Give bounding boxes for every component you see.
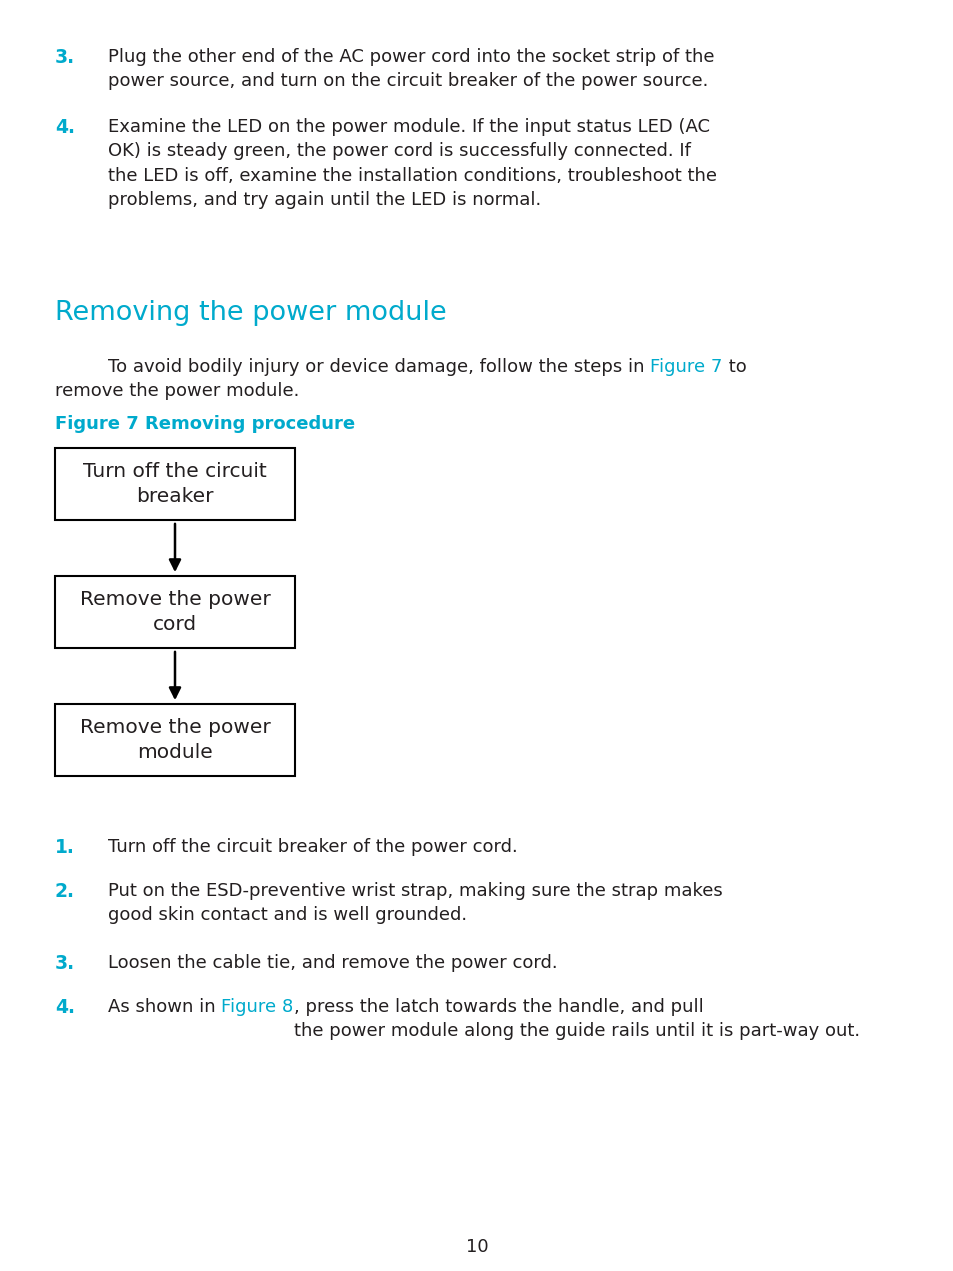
Text: 3.: 3. bbox=[55, 955, 75, 974]
Text: Figure 7 Removing procedure: Figure 7 Removing procedure bbox=[55, 416, 355, 433]
Text: 2.: 2. bbox=[55, 882, 75, 901]
Text: To avoid bodily injury or device damage, follow the steps in: To avoid bodily injury or device damage,… bbox=[108, 358, 650, 376]
Text: Examine the LED on the power module. If the input status LED (AC
OK) is steady g: Examine the LED on the power module. If … bbox=[108, 118, 717, 208]
Text: Loosen the cable tie, and remove the power cord.: Loosen the cable tie, and remove the pow… bbox=[108, 955, 558, 972]
Text: Remove the power
module: Remove the power module bbox=[79, 718, 270, 763]
Text: 10: 10 bbox=[465, 1238, 488, 1256]
Text: Turn off the circuit
breaker: Turn off the circuit breaker bbox=[83, 461, 267, 506]
Text: Figure 7: Figure 7 bbox=[650, 358, 721, 376]
Text: 3.: 3. bbox=[55, 48, 75, 67]
Text: Plug the other end of the AC power cord into the socket strip of the
power sourc: Plug the other end of the AC power cord … bbox=[108, 48, 714, 90]
Bar bbox=[55, 704, 294, 777]
Text: Figure 8: Figure 8 bbox=[221, 998, 294, 1016]
Text: 1.: 1. bbox=[55, 838, 74, 857]
Text: As shown in: As shown in bbox=[108, 998, 221, 1016]
Text: Turn off the circuit breaker of the power cord.: Turn off the circuit breaker of the powe… bbox=[108, 838, 517, 855]
Text: , press the latch towards the handle, and pull
the power module along the guide : , press the latch towards the handle, an… bbox=[294, 998, 859, 1040]
Text: 4.: 4. bbox=[55, 118, 75, 137]
Bar bbox=[55, 447, 294, 520]
Text: Put on the ESD-preventive wrist strap, making sure the strap makes
good skin con: Put on the ESD-preventive wrist strap, m… bbox=[108, 882, 722, 924]
Text: Removing the power module: Removing the power module bbox=[55, 300, 446, 325]
Text: Remove the power
cord: Remove the power cord bbox=[79, 590, 270, 634]
Text: to: to bbox=[721, 358, 745, 376]
Bar bbox=[55, 576, 294, 648]
Text: remove the power module.: remove the power module. bbox=[55, 383, 299, 400]
Text: 4.: 4. bbox=[55, 998, 75, 1017]
